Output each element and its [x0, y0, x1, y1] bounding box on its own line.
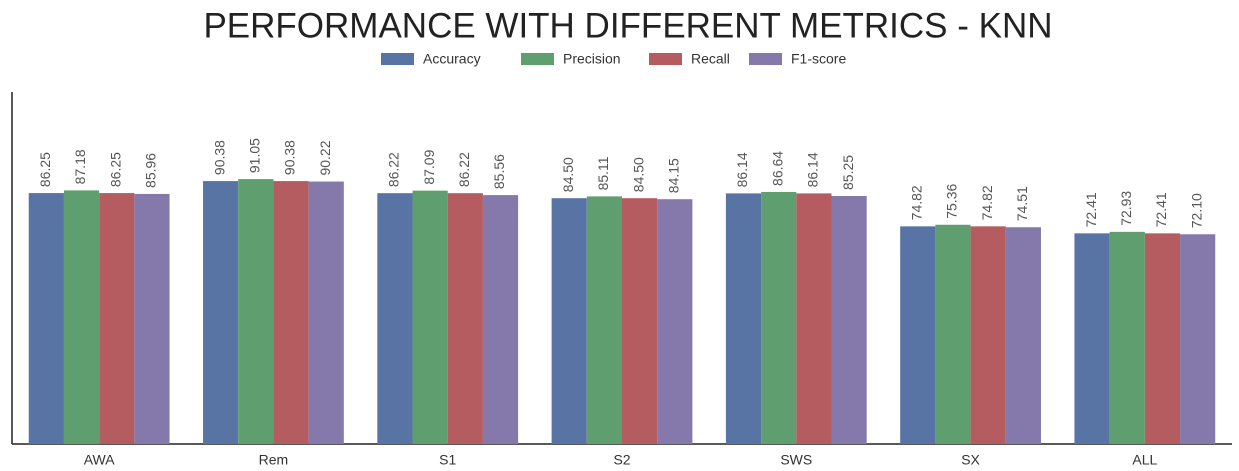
bar	[900, 226, 936, 444]
bar	[1109, 231, 1145, 444]
value-label: 74.82	[908, 185, 924, 220]
value-label: 85.25	[840, 155, 856, 190]
bar	[99, 193, 135, 444]
legend-swatch	[649, 53, 682, 65]
value-label: 74.82	[979, 185, 995, 220]
value-label: 75.36	[944, 184, 960, 219]
bar	[935, 224, 971, 444]
bar	[447, 193, 483, 444]
value-label: 90.38	[211, 140, 227, 175]
value-label: 72.41	[1153, 192, 1169, 227]
bar	[725, 193, 762, 444]
value-label: 86.22	[456, 152, 472, 187]
legend-label: Recall	[691, 51, 730, 67]
legend-swatch	[749, 53, 782, 65]
value-label: 74.51	[1014, 186, 1030, 221]
bar	[586, 196, 622, 444]
value-label: 72.41	[1083, 192, 1099, 227]
x-tick-label: S1	[439, 452, 456, 468]
bar	[63, 190, 100, 444]
bar	[1005, 227, 1041, 444]
value-label: 86.64	[769, 151, 785, 186]
bar	[203, 181, 239, 445]
x-tick-label: SWS	[780, 452, 812, 468]
value-label: 86.14	[805, 152, 821, 187]
value-label: 72.93	[1118, 191, 1134, 226]
bar	[28, 193, 64, 444]
legend-swatch	[381, 53, 414, 65]
bar	[796, 193, 832, 444]
legend-swatch	[521, 53, 554, 65]
bar	[551, 198, 587, 444]
value-label: 91.05	[247, 138, 263, 173]
bar	[308, 181, 344, 445]
bar	[970, 226, 1006, 444]
value-label: 90.22	[317, 140, 333, 175]
bar	[1144, 233, 1181, 444]
bar	[377, 193, 413, 444]
value-label: 85.96	[143, 153, 159, 188]
bar	[831, 196, 867, 444]
bar	[482, 195, 519, 444]
x-tick-label: Rem	[259, 452, 289, 468]
value-label: 86.25	[37, 152, 53, 187]
legend-label: F1-score	[791, 51, 846, 67]
bar	[761, 191, 797, 444]
value-label: 72.10	[1188, 193, 1204, 228]
bar	[134, 193, 170, 444]
bar	[238, 179, 274, 445]
legend-label: Precision	[563, 51, 621, 67]
value-label: 86.25	[107, 152, 123, 187]
value-label: 90.38	[282, 140, 298, 175]
value-label: 87.09	[421, 149, 437, 184]
value-label: 86.22	[386, 152, 402, 187]
value-label: 84.50	[630, 157, 646, 192]
value-label: 85.56	[491, 154, 507, 189]
value-label: 84.50	[560, 157, 576, 192]
x-tick-label: SX	[961, 452, 980, 468]
bar	[622, 198, 658, 444]
bar	[1074, 233, 1110, 444]
bar	[273, 181, 309, 445]
chart-title: PERFORMANCE WITH DIFFERENT METRICS - KNN	[203, 6, 1052, 45]
bar	[657, 199, 693, 444]
bar	[412, 190, 448, 444]
legend-label: Accuracy	[423, 51, 481, 67]
value-label: 85.11	[595, 156, 611, 190]
x-tick-label: ALL	[1132, 452, 1157, 468]
x-tick-label: AWA	[84, 452, 116, 468]
x-tick-label: S2	[613, 452, 630, 468]
value-label: 84.15	[666, 158, 682, 193]
bar	[1180, 234, 1216, 444]
value-label: 87.18	[72, 149, 88, 184]
value-label: 86.14	[734, 152, 750, 187]
